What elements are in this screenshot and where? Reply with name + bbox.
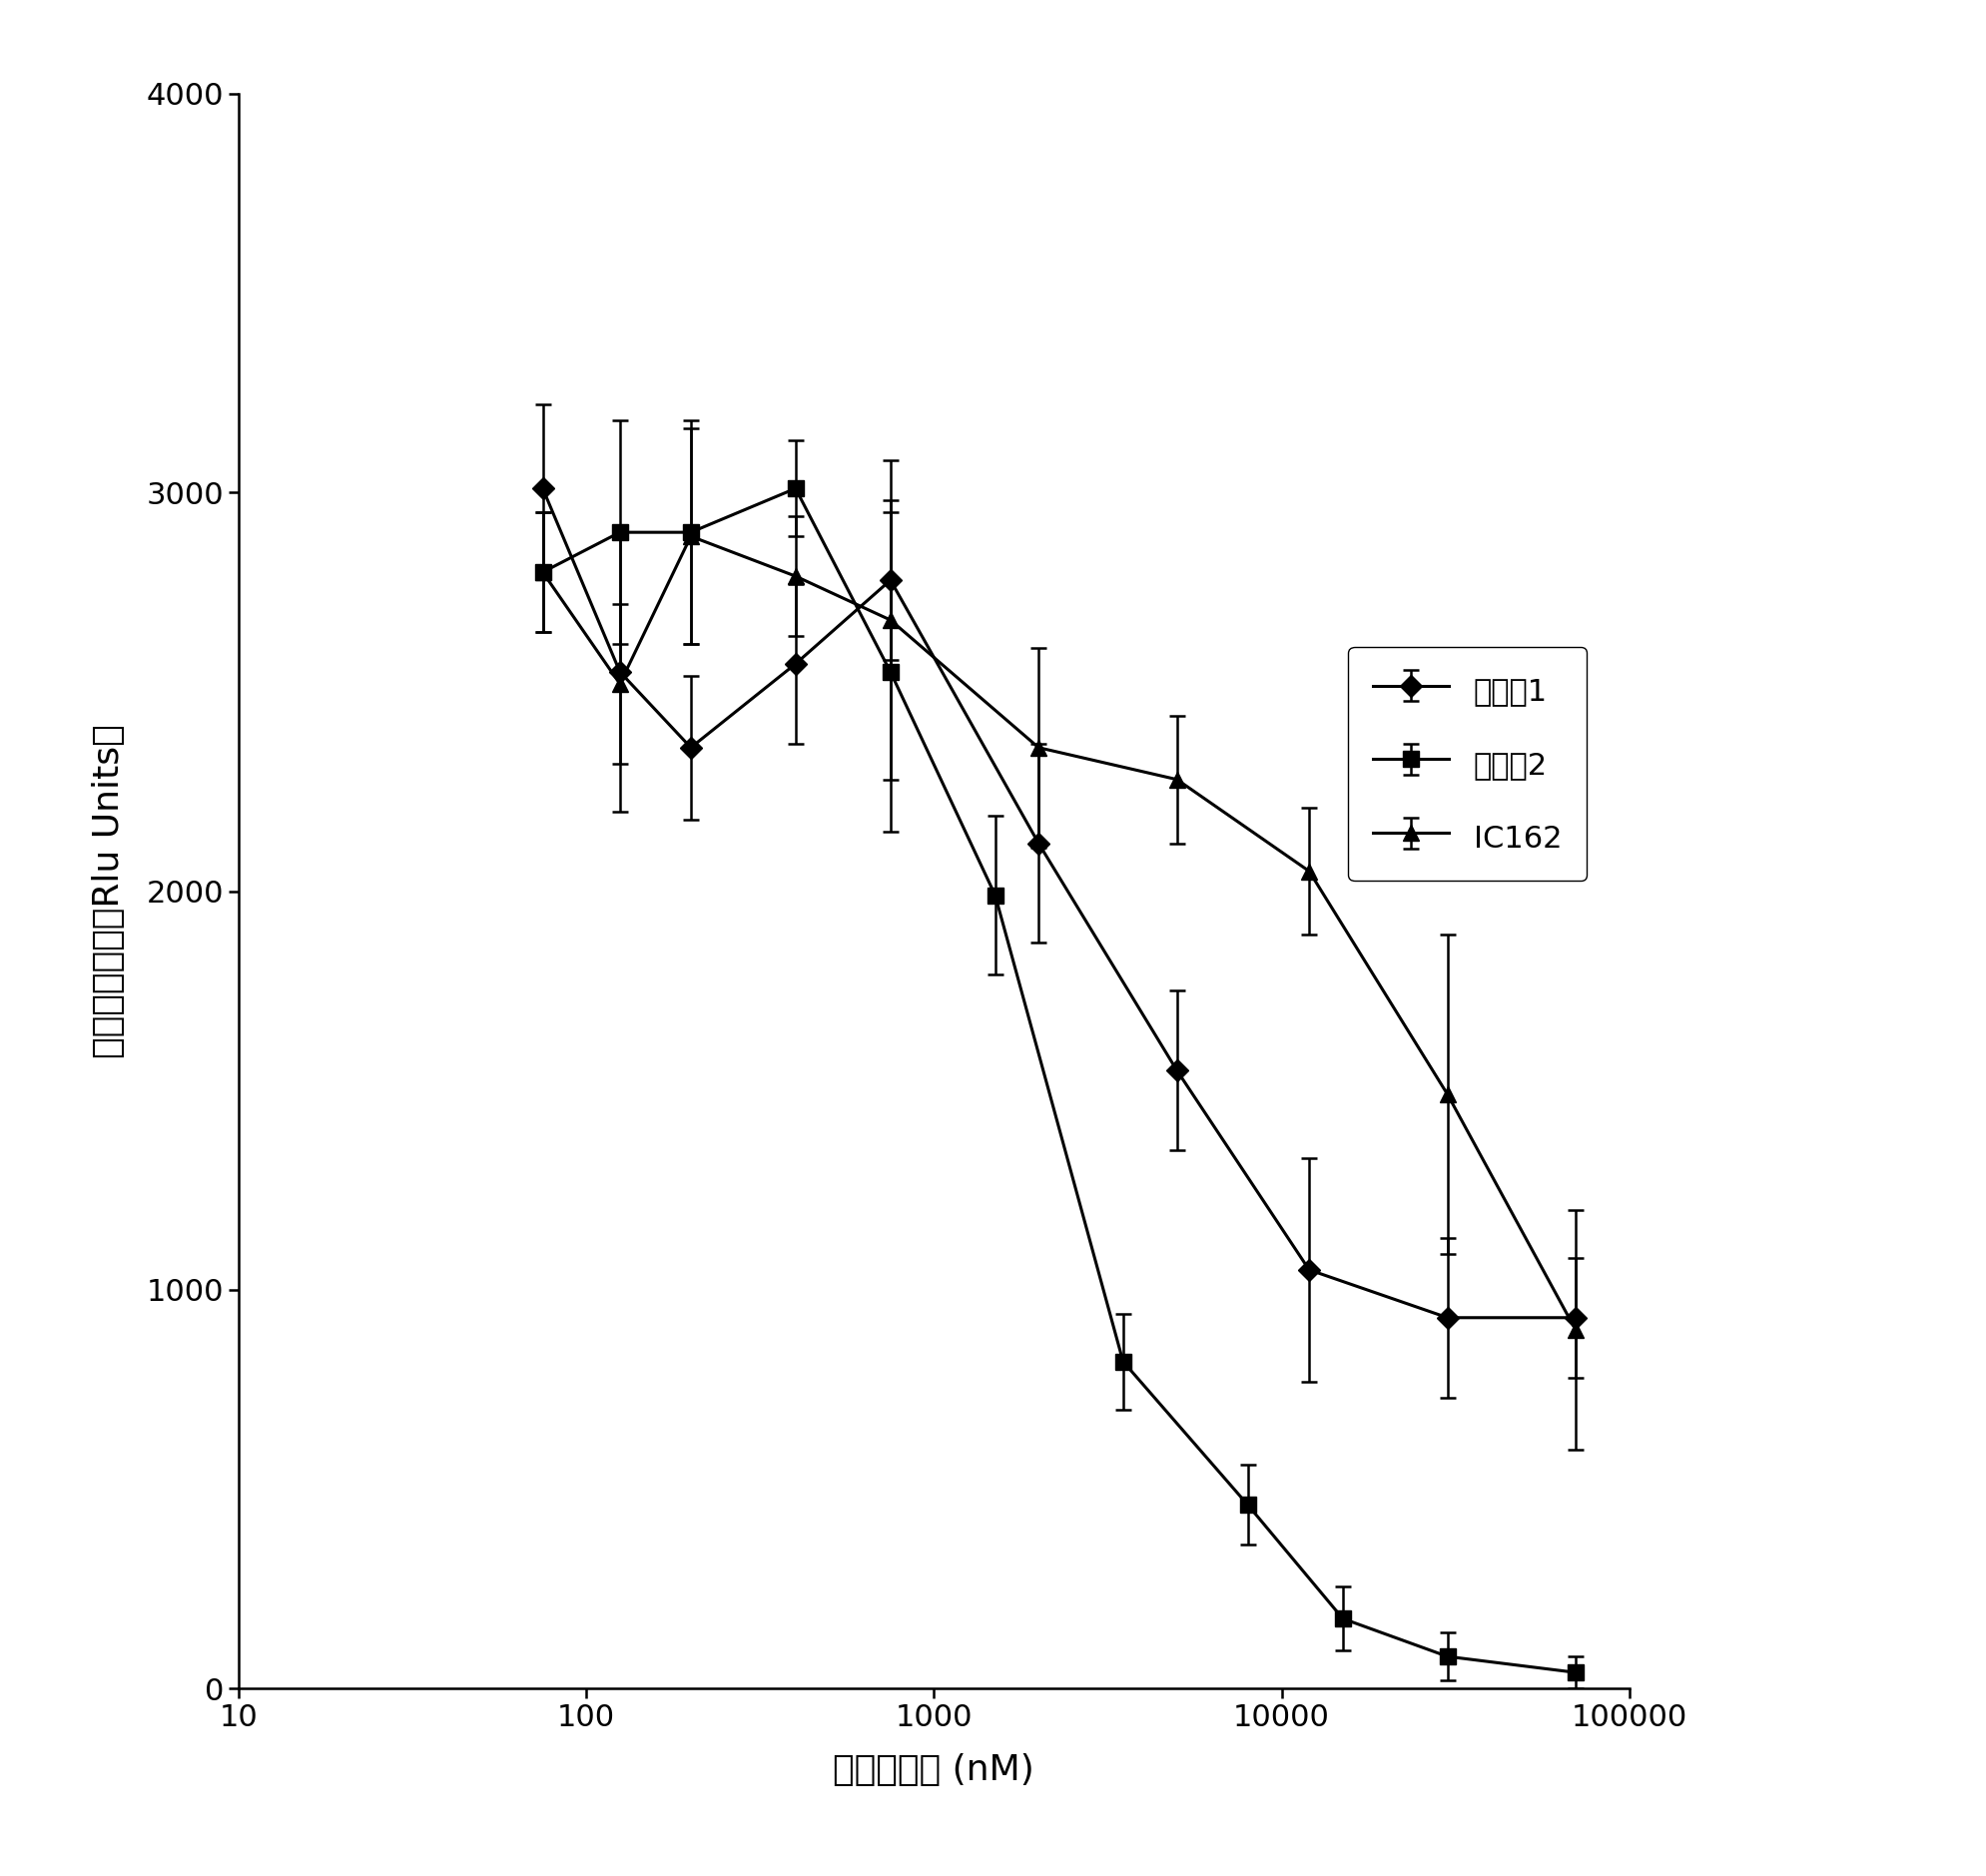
X-axis label: 化合物浓度 (nM): 化合物浓度 (nM) xyxy=(832,1752,1035,1786)
Y-axis label: 相对细胞活性（Rlu Units）: 相对细胞活性（Rlu Units） xyxy=(91,724,125,1058)
Legend: 化合獱1, 化合獱2, IC162: 化合獱1, 化合獱2, IC162 xyxy=(1348,647,1585,880)
